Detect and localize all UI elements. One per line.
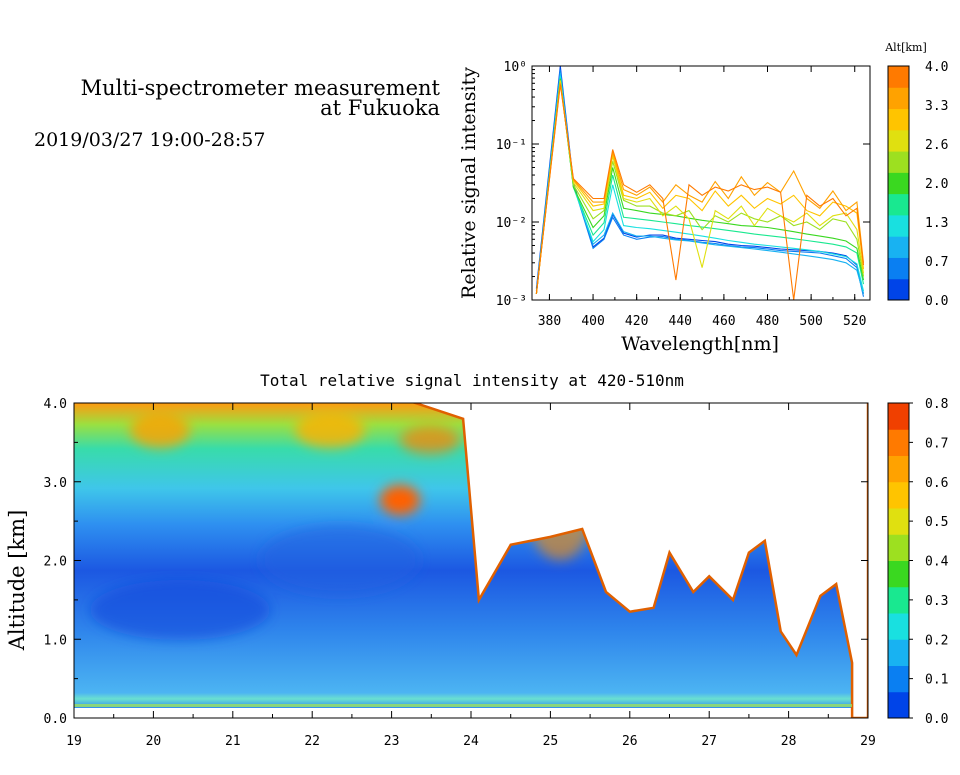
intensity-colorbar-swatch (888, 534, 909, 561)
altitude-colorbar-title: Alt[km] (884, 41, 927, 54)
altitude-colorbar-swatch (888, 257, 909, 280)
heatmap-x-tick-label: 22 (304, 734, 320, 749)
spectrum-x-axis-label: Wavelength[nm] (621, 333, 779, 355)
spectrum-y-axis-label: Relative signal intensity (458, 67, 480, 299)
intensity-colorbar-swatch (888, 691, 909, 719)
spectrum-x-tick-label: 480 (756, 314, 779, 329)
altitude-colorbar-label: 0.7 (925, 255, 948, 270)
heatmap-field (74, 403, 868, 718)
intensity-colorbar-label: 0.4 (925, 555, 949, 570)
intensity-colorbar-swatch (888, 455, 909, 483)
heatmap-x-tick-label: 25 (543, 734, 559, 749)
altitude-colorbar-swatch (888, 129, 909, 152)
intensity-colorbar-swatch (888, 665, 909, 693)
intensity-colorbar-label: 0.7 (925, 436, 948, 451)
spectrum-series-5 (535, 79, 865, 294)
intensity-colorbar-swatch (888, 639, 909, 666)
heatmap-x-tick-label: 27 (701, 734, 717, 749)
spectrum-series-group (535, 66, 865, 300)
spectrum-series-4 (535, 78, 865, 294)
altitude-colorbar-swatch (888, 172, 909, 195)
spectrum-x-tick-label: 380 (538, 314, 561, 329)
heatmap-x-tick-label: 24 (463, 734, 479, 749)
heatmap-y-tick-label: 0.0 (44, 712, 67, 727)
altitude-colorbar: 0.0 0.7 1.3 2.0 2.6 3.3 4.0 (887, 60, 948, 309)
intensity-colorbar-label: 0.8 (925, 397, 948, 412)
intensity-colorbar-swatch (888, 481, 909, 509)
intensity-colorbar-label: 0.6 (925, 476, 948, 491)
heatmap-y-tick-label: 1.0 (44, 633, 67, 648)
altitude-colorbar-label: 0.0 (925, 294, 948, 309)
cloud-mask (411, 403, 868, 718)
altitude-colorbar-label: 4.0 (925, 60, 948, 75)
altitude-colorbar-swatch (888, 87, 909, 110)
altitude-colorbar-label: 3.3 (925, 99, 948, 114)
heatmap-x-tick-label: 20 (146, 734, 162, 749)
spectrum-chart: 380 400 420 440 460 480 500 52010⁻³10⁻²10⁻¹10⁰ … (458, 41, 948, 355)
altitude-colorbar-label: 2.6 (925, 138, 948, 153)
spectrum-y-tick-label: 10⁰ (504, 60, 527, 75)
spectrum-series-9 (535, 83, 865, 294)
altitude-colorbar-frame (887, 65, 910, 301)
figure-title-line1: Multi-spectrometer measurement (81, 76, 441, 100)
altitude-colorbar-label: 1.3 (925, 216, 948, 231)
spectrum-y-tick-label: 10⁻¹ (496, 138, 527, 153)
spectrum-plot-frame (531, 65, 871, 301)
altitude-colorbar-swatch (888, 278, 909, 301)
spectrum-ticks: 380 400 420 440 460 480 500 520 10⁻³ 10⁻² 10⁻¹ 10⁰ (496, 60, 870, 329)
altitude-colorbar-swatch (888, 193, 909, 216)
spectrum-plot-area (532, 66, 870, 300)
spectrum-series-2 (535, 72, 865, 294)
spectrum-series-10 (535, 84, 865, 300)
intensity-colorbar-swatch (888, 429, 909, 456)
figure-title-line2: at Fukuoka (320, 96, 440, 120)
intensity-colorbar-label: 0.0 (925, 712, 948, 727)
intensity-colorbar-swatch (888, 508, 909, 535)
altitude-colorbar-label: 2.0 (925, 177, 948, 192)
altitude-colorbar-swatch (888, 236, 909, 258)
intensity-colorbar-swatch (888, 560, 909, 588)
heatmap-ticks: 19 20 21 22 23 24 25 26 27 28 29 0.0 1.0 2.0 3.0 4.0 (44, 397, 876, 749)
spectrum-series-7 (535, 81, 865, 294)
intensity-colorbar-swatch (888, 613, 909, 640)
heatmap-chart: Total relative signal intensity at 420-5… (5, 371, 949, 749)
intensity-colorbar-label: 0.5 (925, 515, 948, 530)
spectrum-x-tick-label: 440 (669, 314, 692, 329)
spectrum-x-tick-label: 460 (712, 314, 735, 329)
altitude-colorbar-swatch (888, 151, 909, 173)
intensity-colorbar-label: 0.1 (925, 673, 948, 688)
spectrum-x-tick-label: 400 (581, 314, 604, 329)
heatmap-y-tick-label: 3.0 (44, 476, 67, 491)
heatmap-x-tick-label: 23 (384, 734, 400, 749)
heatmap-y-axis-label: Altitude [km] (5, 510, 29, 652)
intensity-colorbar-label: 0.2 (925, 633, 948, 648)
heatmap-x-tick-label: 28 (781, 734, 797, 749)
heatmap-y-tick-label: 2.0 (44, 555, 67, 570)
spectrum-x-tick-label: 500 (799, 314, 822, 329)
heatmap-title: Total relative signal intensity at 420-5… (260, 371, 684, 390)
spectrum-x-tick-label: 420 (625, 314, 648, 329)
heatmap-x-tick-label: 29 (860, 734, 876, 749)
date-range: 2019/03/27 19:00-28:57 (34, 129, 265, 151)
heatmap-x-tick-label: 19 (66, 734, 82, 749)
heatmap-x-tick-label: 21 (225, 734, 241, 749)
altitude-colorbar-swatch (888, 108, 909, 131)
altitude-colorbar-swatch (888, 214, 909, 237)
spectrum-y-tick-label: 10⁻² (496, 216, 527, 231)
heatmap-x-tick-label: 26 (622, 734, 638, 749)
intensity-colorbar-label: 0.3 (925, 594, 948, 609)
altitude-colorbar-swatch (888, 66, 909, 88)
intensity-colorbar-swatch (888, 403, 909, 430)
spectrum-series-1 (535, 69, 865, 297)
intensity-colorbar: 0.0 0.1 0.2 0.3 0.4 0.5 0.6 0.7 0.8 (887, 397, 949, 727)
near-ground-band (74, 704, 852, 707)
intensity-colorbar-swatch (888, 586, 909, 614)
heatmap-y-tick-label: 4.0 (44, 397, 67, 412)
spectrum-x-tick-label: 520 (843, 314, 866, 329)
spectrum-y-tick-label: 10⁻³ (496, 294, 527, 309)
